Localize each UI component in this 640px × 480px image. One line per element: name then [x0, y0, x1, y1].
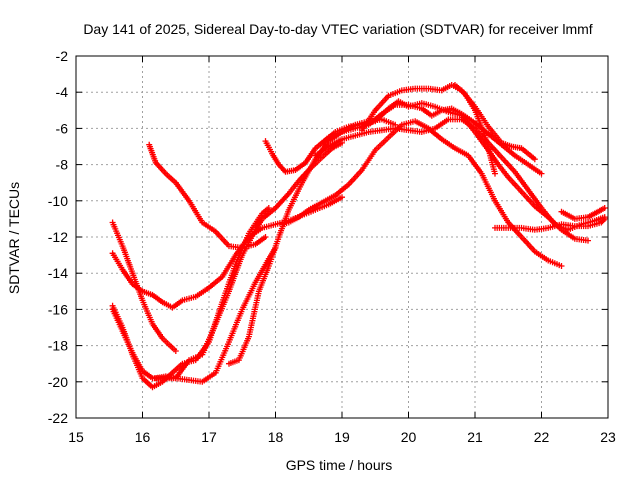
series-track-15 [558, 205, 608, 222]
x-tick-label: 17 [201, 429, 217, 445]
data-points [109, 219, 179, 354]
y-tick-label: -10 [48, 193, 68, 209]
data-points [452, 82, 498, 177]
x-tick-label: 21 [467, 429, 483, 445]
x-tick-label: 18 [268, 429, 284, 445]
y-tick-label: -6 [56, 120, 69, 136]
x-axis-label: GPS time / hours [286, 457, 393, 473]
data-points [279, 118, 565, 269]
data-points [492, 215, 608, 233]
y-tick-label: -2 [56, 48, 69, 64]
y-tick-label: -14 [48, 265, 68, 281]
data-points [558, 205, 608, 222]
series-track-5 [146, 141, 269, 251]
y-tick-label: -16 [48, 301, 68, 317]
chart-title: Day 141 of 2025, Sidereal Day-to-day VTE… [83, 21, 592, 37]
y-tick-label: -8 [56, 157, 69, 173]
y-tick-label: -20 [48, 374, 68, 390]
y-tick-labels: -22 -20 -18 -16 -14 -12 -10 -8 -6 -4 -2 [48, 48, 68, 426]
x-tick-labels: 15 16 17 18 19 20 21 22 23 [68, 429, 616, 445]
series-track-2 [109, 219, 179, 354]
y-tick-label: -22 [48, 410, 68, 426]
series-track-14 [492, 215, 608, 233]
data-points [146, 141, 269, 251]
y-tick-label: -12 [48, 229, 68, 245]
x-tick-label: 16 [135, 429, 151, 445]
x-tick-label: 23 [600, 429, 616, 445]
x-tick-label: 22 [534, 429, 550, 445]
y-tick-label: -18 [48, 338, 68, 354]
x-tick-label: 15 [68, 429, 84, 445]
x-tick-label: 20 [401, 429, 417, 445]
x-tick-label: 19 [334, 429, 350, 445]
plot-frame [75, 55, 609, 419]
y-tick-label: -4 [56, 84, 69, 100]
y-axis-label: SDTVAR / TECUs [6, 182, 22, 294]
series-track-13 [452, 82, 498, 177]
data-series [109, 82, 608, 391]
series-track-9 [279, 118, 565, 269]
